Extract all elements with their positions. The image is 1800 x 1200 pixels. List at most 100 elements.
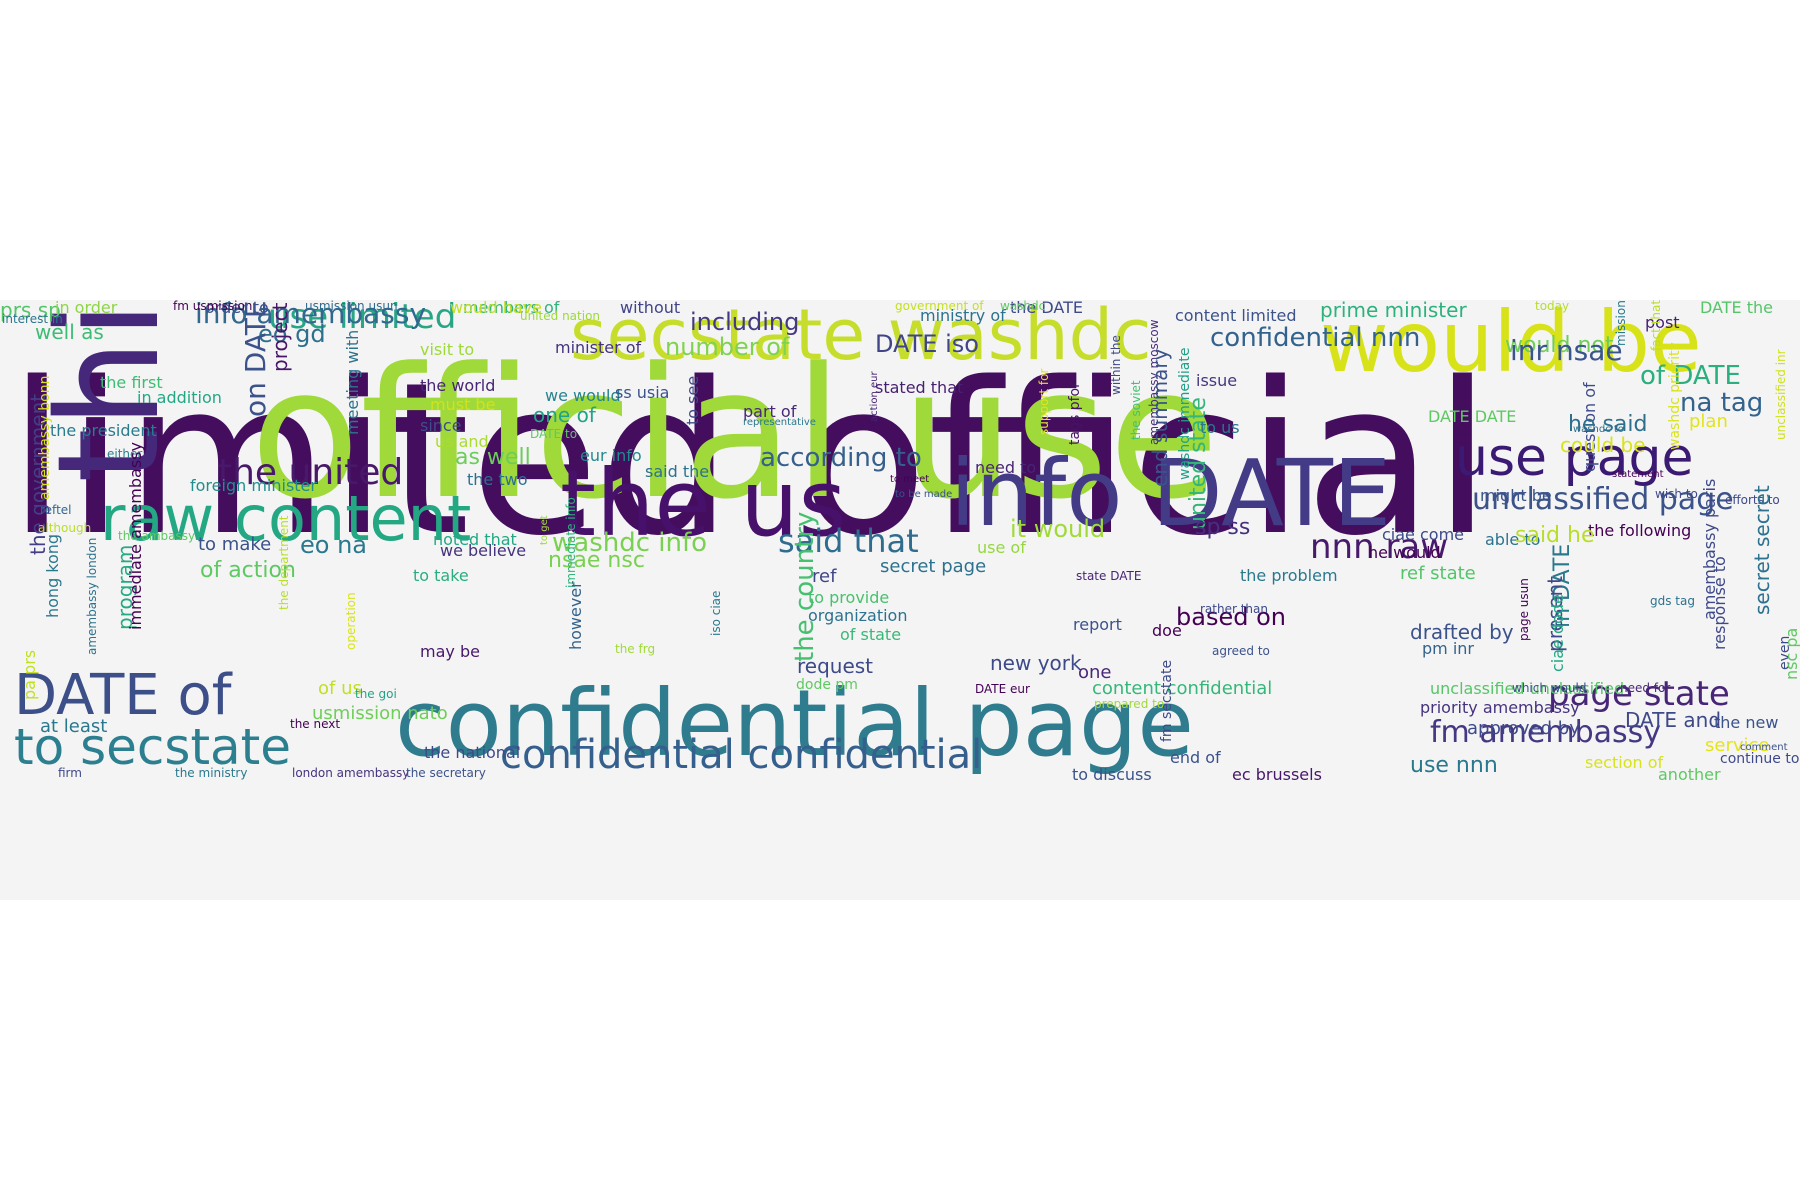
cloud-word: the new [1714, 713, 1779, 732]
cloud-word: fm usmission [173, 300, 253, 313]
cloud-word: new york [990, 651, 1082, 675]
cloud-word: of state [840, 625, 902, 644]
cloud-word: DATE DATE [1428, 407, 1517, 426]
cloud-word: efforts to [1725, 493, 1780, 507]
cloud-word: to provide [808, 588, 890, 607]
cloud-word: minister of [555, 338, 642, 357]
cloud-word: the department [277, 515, 291, 611]
cloud-word: na tag [1680, 388, 1764, 418]
cloud-word: doe [1152, 621, 1182, 640]
cloud-word: to secstate [14, 718, 292, 776]
cloud-word: meeting with [343, 329, 362, 435]
cloud-word: the goi [355, 687, 397, 701]
cloud-word: without [620, 300, 681, 317]
cloud-word: the DATE [1010, 300, 1083, 317]
cloud-word: might be [1480, 486, 1552, 505]
cloud-word: limited official [8, 337, 1492, 582]
cloud-word: visit to [420, 340, 475, 359]
cloud-word: nnn raw [1310, 527, 1449, 567]
cloud-word: said that [778, 522, 919, 560]
cloud-word: we believe [440, 541, 527, 560]
cloud-word: state DATE [1076, 569, 1142, 583]
cloud-word: us and [435, 432, 489, 451]
cloud-word: page state [1548, 674, 1730, 714]
cloud-word: content limited [1175, 306, 1297, 325]
cloud-word: could be [1560, 433, 1646, 457]
cloud-word: service [1705, 735, 1770, 756]
cloud-word: ec brussels [1232, 765, 1322, 784]
cloud-word: section of [1585, 753, 1664, 772]
cloud-word: official use [250, 330, 1220, 539]
cloud-word: representative [743, 417, 816, 428]
cloud-word: content confidential [1092, 678, 1273, 699]
cloud-word: DATE and [1625, 708, 1722, 732]
cloud-word: unclassified inr [1774, 349, 1788, 440]
cloud-word: must be [430, 395, 496, 414]
cloud-word: would not [1505, 333, 1614, 358]
cloud-word: confidential nnn [1210, 323, 1421, 353]
cloud-word: united nation [520, 309, 601, 323]
cloud-word: one [1078, 662, 1112, 683]
cloud-word: approved by [1467, 718, 1580, 739]
cloud-word: washdc priority [1667, 342, 1683, 450]
cloud-word: fm amembassy [1430, 715, 1662, 750]
cloud-word: the national [424, 743, 521, 762]
cloud-word: washdc to [1573, 424, 1624, 435]
cloud-word: today [1535, 300, 1570, 313]
cloud-word: agreed to [1212, 644, 1270, 658]
cloud-word: we would [545, 386, 621, 405]
cloud-word: inr nsae [1510, 334, 1623, 367]
cloud-word: the next [290, 717, 341, 731]
cloud-word: it would [1010, 515, 1106, 543]
cloud-word: the ministry [175, 766, 248, 780]
cloud-word: ref [812, 566, 837, 587]
cloud-word: london amembassy [292, 766, 410, 780]
cloud-word: on DATE [239, 300, 272, 417]
cloud-word: would be [1320, 300, 1702, 391]
cloud-word: drafted by [1410, 620, 1514, 644]
cloud-word: including [690, 308, 800, 336]
cloud-word: action eur [869, 371, 880, 422]
cloud-word: DATE of [14, 663, 232, 728]
cloud-word: DATE to [530, 427, 578, 441]
cloud-word: ss usia [615, 383, 670, 402]
cloud-word: members of [463, 300, 560, 317]
cloud-word: the world [420, 376, 496, 395]
cloud-word: statement [1612, 469, 1664, 480]
cloud-word: immediate info [564, 497, 578, 588]
cloud-word: noted that [433, 530, 517, 549]
cloud-word: use limited [268, 300, 457, 337]
cloud-word: said he [1515, 523, 1595, 548]
cloud-word: the first [100, 373, 163, 392]
cloud-word: to meet [890, 474, 930, 485]
cloud-word: info DATE [950, 440, 1392, 547]
cloud-word: the united [218, 452, 404, 493]
cloud-word: DATE eur [975, 682, 1030, 696]
cloud-word: the two [467, 470, 528, 489]
cloud-word: post [1645, 313, 1680, 332]
cloud-word: ciae dode [1548, 594, 1567, 672]
cloud-word: to see [683, 375, 702, 425]
cloud-word: need for [1620, 681, 1671, 695]
cloud-word: interest in [2, 312, 63, 326]
cloud-word: amembassy london [85, 537, 99, 655]
cloud-word: unclassified page [1472, 482, 1734, 517]
cloud-word: fm secstate [1159, 659, 1175, 742]
cloud-word: fact that [1649, 300, 1663, 352]
cloud-word: priority amembassy [1420, 698, 1580, 717]
cloud-word: dode pm [796, 677, 858, 693]
cloud-word: he said [1568, 412, 1648, 437]
cloud-word: prime minister [1320, 300, 1467, 322]
cloud-word: sp ss [1195, 515, 1251, 540]
cloud-word: the frg [615, 642, 656, 656]
cloud-word: usmission usun [305, 300, 398, 313]
cloud-word: eur info [580, 446, 642, 465]
cloud-word: foreign minister [190, 476, 317, 495]
cloud-word: operation [344, 592, 358, 650]
cloud-word: to take [413, 566, 469, 585]
cloud-word: hong kong [43, 533, 62, 618]
cloud-word: unclassified unclassified [1430, 679, 1625, 698]
cloud-word: as well [455, 445, 531, 470]
cloud-word: end summary [1148, 348, 1172, 487]
